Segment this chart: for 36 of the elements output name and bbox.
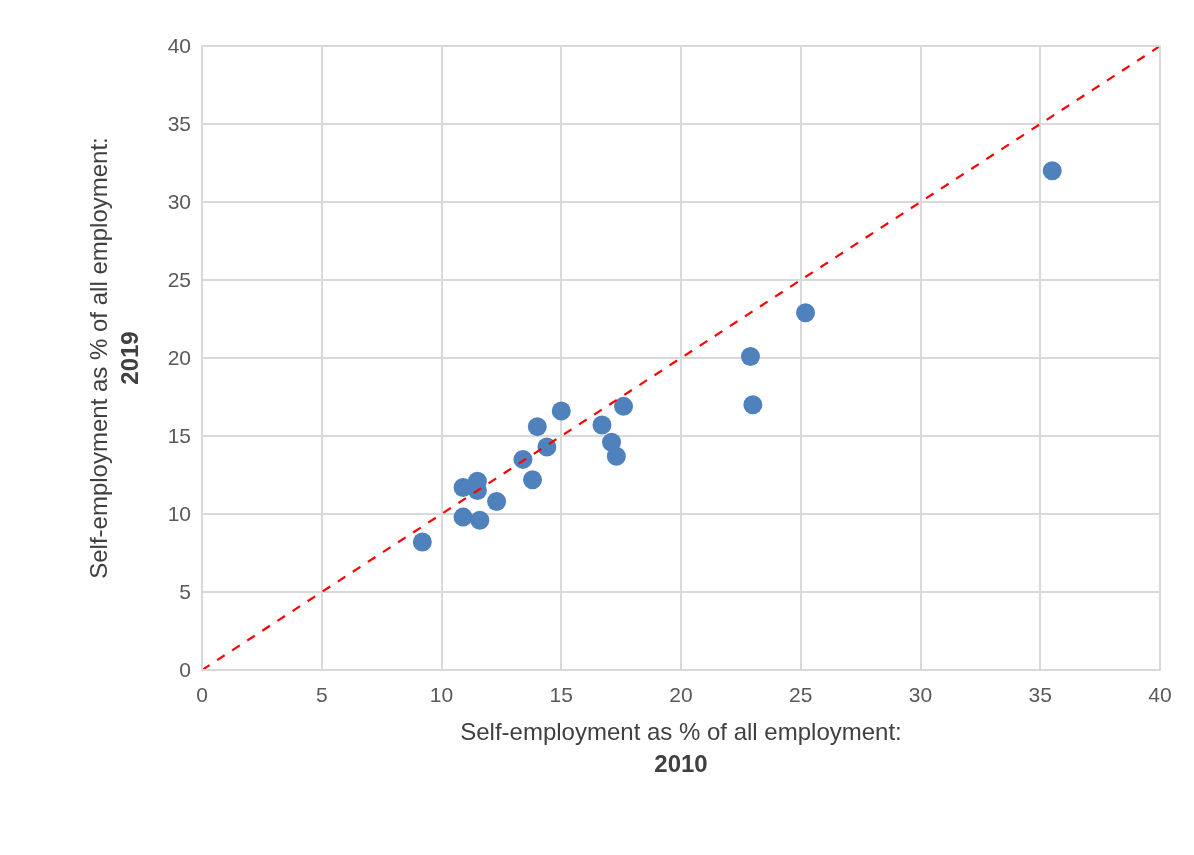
y-tick-label: 0 [179, 658, 191, 682]
x-tick-label: 25 [789, 683, 813, 706]
point [470, 510, 490, 530]
y-tick-label: 10 [167, 502, 191, 526]
x-axis-title: Self-employment as % of all employment: 2010 [460, 718, 902, 777]
y-tick-label: 15 [167, 424, 191, 448]
x-tick-label: 5 [315, 683, 328, 706]
x-tick-label: 0 [196, 683, 208, 706]
y-axis-title: Self-employment as % of all employment: 2019 [84, 137, 143, 579]
point [1042, 161, 1062, 181]
point [537, 437, 557, 457]
point [740, 346, 760, 366]
x-tick-label: 35 [1028, 683, 1052, 706]
point [527, 417, 547, 437]
point [592, 415, 612, 435]
point [551, 401, 571, 421]
point [453, 507, 473, 527]
x-tick-label: 10 [429, 683, 454, 706]
x-tick-label: 15 [549, 683, 573, 706]
y-tick-label: 20 [167, 346, 191, 370]
x-tick-label: 40 [1148, 683, 1172, 706]
y-tick-label: 40 [167, 34, 191, 58]
point [796, 303, 816, 323]
point [523, 470, 543, 490]
y-tick-label: 30 [167, 190, 191, 214]
point [487, 492, 507, 512]
y-tick-label: 25 [167, 268, 191, 292]
point [412, 532, 432, 552]
point [743, 395, 763, 415]
y-tick-label: 5 [179, 580, 191, 604]
x-tick-label: 30 [908, 683, 933, 706]
point [606, 446, 626, 466]
point [614, 396, 634, 416]
y-tick-label: 35 [167, 112, 191, 136]
x-tick-label: 20 [669, 683, 693, 706]
point [513, 449, 533, 469]
